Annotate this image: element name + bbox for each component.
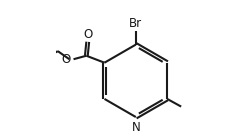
Text: O: O (62, 53, 71, 66)
Text: Br: Br (129, 17, 142, 30)
Text: N: N (131, 120, 140, 134)
Text: O: O (83, 28, 92, 41)
